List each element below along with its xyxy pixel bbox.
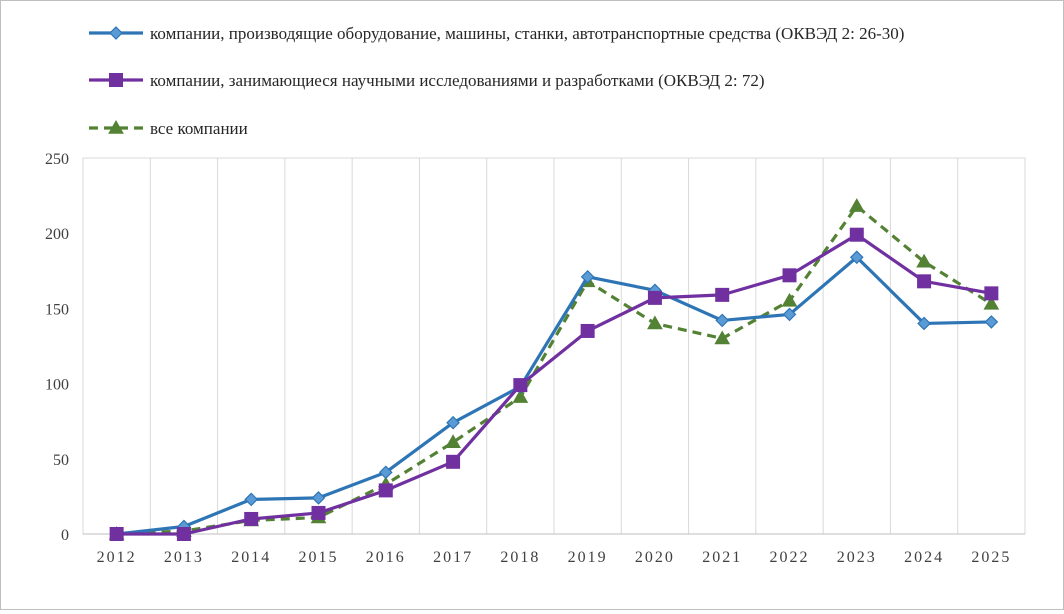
data-point bbox=[647, 315, 663, 330]
data-point bbox=[580, 269, 595, 284]
data-point bbox=[714, 330, 731, 345]
series-line bbox=[116, 233, 992, 536]
data-point bbox=[446, 415, 460, 430]
legend-label: компании, занимающиеся научными исследов… bbox=[150, 71, 765, 90]
series-2 bbox=[109, 227, 999, 541]
data-point bbox=[917, 316, 931, 331]
x-tick-label: 2020 bbox=[635, 549, 675, 566]
x-tick-label: 2022 bbox=[770, 549, 810, 566]
y-axis: 0 50 100 150 200 250 bbox=[45, 151, 69, 544]
x-tick-label: 2014 bbox=[231, 549, 271, 566]
legend-item-2: компании, занимающиеся научными исследов… bbox=[89, 71, 765, 90]
data-point bbox=[848, 198, 865, 212]
x-axis: 2012 2013 2014 2015 2016 2017 2018 2019 2020 2021… bbox=[97, 549, 1011, 566]
data-point bbox=[109, 527, 124, 541]
data-point bbox=[983, 295, 1000, 310]
data-point bbox=[445, 434, 461, 449]
x-tick-label: 2012 bbox=[97, 549, 137, 566]
data-point bbox=[715, 313, 730, 328]
x-tick-label: 2024 bbox=[904, 549, 944, 566]
data-point bbox=[311, 505, 326, 520]
data-point bbox=[244, 492, 259, 507]
data-point bbox=[176, 527, 191, 541]
data-point bbox=[446, 454, 461, 469]
series-line bbox=[116, 255, 992, 536]
x-tick-label: 2021 bbox=[702, 549, 742, 566]
data-point bbox=[580, 323, 595, 338]
x-tick-label: 2019 bbox=[568, 549, 608, 566]
y-tick-label: 250 bbox=[45, 151, 69, 168]
grid bbox=[82, 157, 1026, 535]
x-tick-label: 2015 bbox=[299, 549, 339, 566]
legend-item-1: компании, производящие оборудование, маш… bbox=[89, 24, 904, 43]
data-point bbox=[917, 274, 932, 289]
y-tick-label: 100 bbox=[45, 377, 69, 394]
data-point bbox=[512, 389, 529, 403]
y-tick-label: 150 bbox=[45, 301, 69, 318]
y-tick-label: 200 bbox=[45, 226, 69, 243]
data-point bbox=[311, 491, 326, 505]
plot-area bbox=[108, 198, 1000, 541]
legend-label: все компании bbox=[150, 119, 248, 138]
data-point bbox=[647, 290, 662, 305]
data-point bbox=[378, 465, 393, 480]
x-tick-label: 2018 bbox=[500, 549, 540, 566]
x-tick-label: 2013 bbox=[164, 549, 204, 566]
data-point bbox=[984, 315, 999, 329]
data-point bbox=[513, 378, 528, 393]
data-point bbox=[782, 268, 797, 283]
data-point bbox=[244, 511, 259, 526]
legend: компании, производящие оборудование, маш… bbox=[89, 24, 904, 138]
legend-marker bbox=[109, 26, 123, 40]
data-point bbox=[781, 292, 798, 307]
data-point bbox=[849, 250, 864, 265]
x-tick-label: 2016 bbox=[366, 549, 406, 566]
legend-item-3: все компании bbox=[89, 119, 248, 138]
legend-marker bbox=[108, 119, 124, 134]
data-point bbox=[984, 286, 999, 301]
data-point bbox=[782, 307, 797, 322]
data-point bbox=[715, 287, 730, 302]
y-tick-label: 50 bbox=[53, 452, 69, 469]
data-point bbox=[378, 483, 393, 498]
legend-label: компании, производящие оборудование, маш… bbox=[150, 24, 904, 43]
y-tick-label: 0 bbox=[61, 527, 69, 544]
x-tick-label: 2025 bbox=[971, 549, 1011, 566]
data-point bbox=[916, 253, 932, 268]
legend-marker bbox=[109, 73, 123, 87]
x-tick-label: 2023 bbox=[837, 549, 877, 566]
x-tick-label: 2017 bbox=[433, 549, 473, 566]
data-point bbox=[849, 227, 864, 242]
